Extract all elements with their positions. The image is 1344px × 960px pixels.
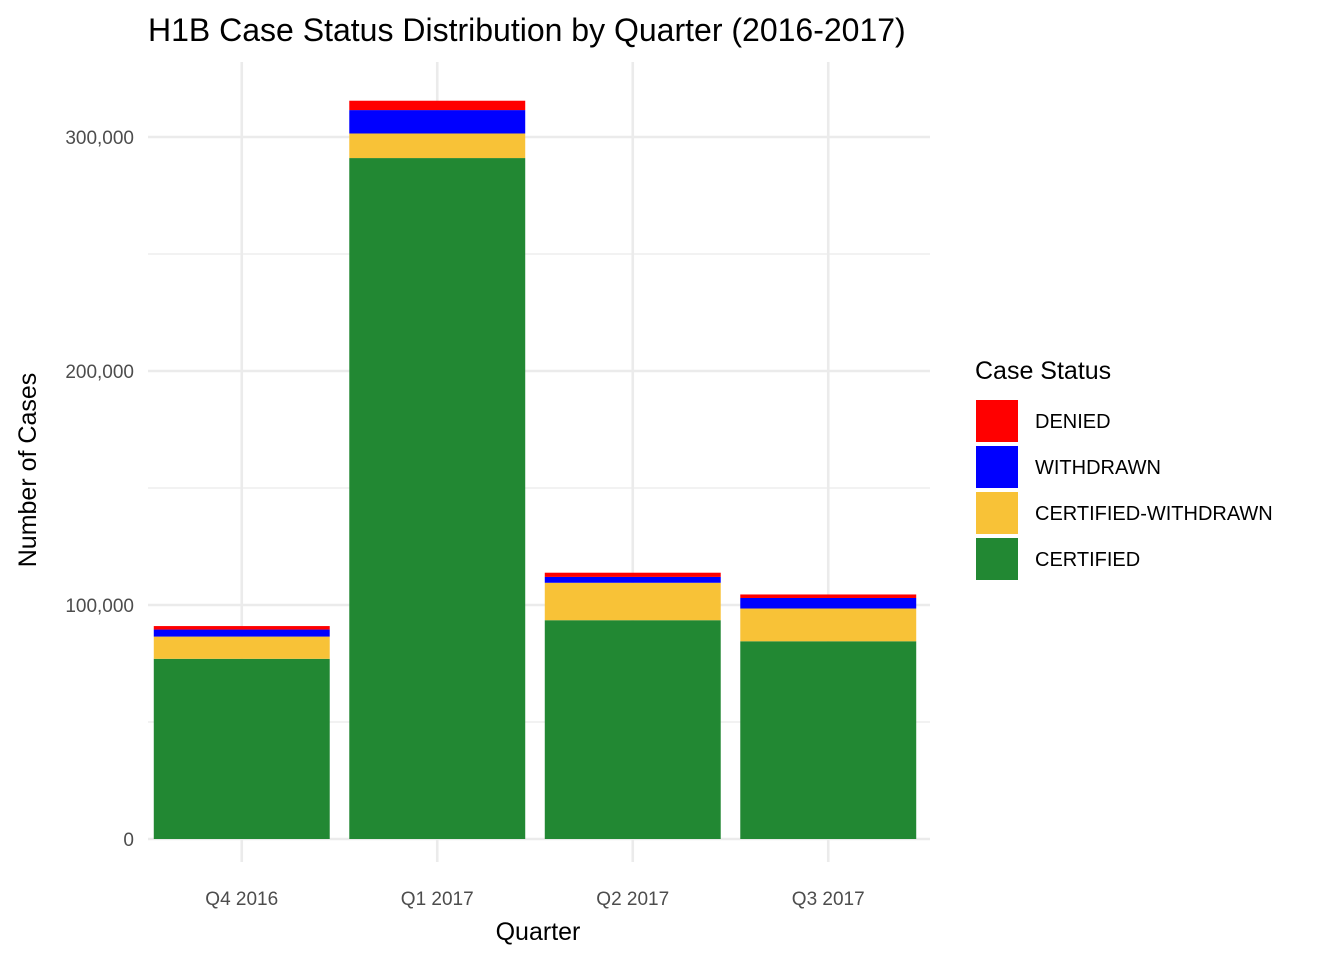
legend-swatch: [976, 492, 1018, 534]
bar-segment-certified-withdrawn: [544, 582, 721, 621]
y-tick-label: 0: [123, 830, 134, 851]
legend-entries: DENIED WITHDRAWN CERTIFIED-WITHDRAWN CERTIF…: [976, 400, 1273, 580]
bar-segment-withdrawn: [740, 597, 917, 609]
x-axis-title: Quarter: [496, 918, 581, 946]
x-tick-label: Q1 2017: [401, 889, 474, 910]
bar-segment-withdrawn: [349, 110, 526, 134]
bar-segment-certified: [349, 158, 526, 839]
x-tick-label: Q3 2017: [792, 889, 865, 910]
legend-title: Case Status: [975, 357, 1111, 385]
bar-segment-denied: [544, 572, 721, 577]
bars: [153, 100, 917, 839]
x-axis-ticks: Q4 2016 Q1 2017 Q2 2017 Q3 2017: [205, 889, 864, 910]
bar-segment-certified: [153, 658, 330, 839]
y-axis-title: Number of Cases: [14, 373, 42, 568]
y-tick-label: 200,000: [65, 362, 134, 383]
legend-label: DENIED: [1035, 411, 1111, 433]
x-tick-label: Q4 2016: [205, 889, 278, 910]
bar-segment-denied: [349, 100, 526, 111]
bar-segment-certified: [544, 620, 721, 839]
bar-segment-denied: [153, 626, 330, 630]
legend-swatch: [976, 400, 1018, 442]
bar-segment-certified-withdrawn: [740, 608, 917, 642]
legend-swatch: [976, 538, 1018, 580]
x-tick-label: Q2 2017: [596, 889, 669, 910]
legend-label: CERTIFIED: [1035, 549, 1140, 571]
y-tick-label: 300,000: [65, 128, 134, 149]
legend-swatch: [976, 446, 1018, 488]
bar-segment-certified-withdrawn: [153, 636, 330, 659]
bar-segment-certified-withdrawn: [349, 133, 526, 159]
bar-segment-certified: [740, 641, 917, 839]
legend-label: WITHDRAWN: [1035, 457, 1161, 479]
legend: Case Status DENIED WITHDRAWN CERTIFIED-WIT…: [975, 357, 1273, 580]
legend-label: CERTIFIED-WITHDRAWN: [1035, 503, 1273, 525]
chart-title: H1B Case Status Distribution by Quarter …: [148, 12, 906, 48]
bar-segment-withdrawn: [153, 629, 330, 637]
bar-segment-withdrawn: [544, 576, 721, 583]
y-tick-label: 100,000: [65, 596, 134, 617]
y-axis-ticks: 0 100,000 200,000 300,000: [65, 128, 134, 851]
bar-segment-denied: [740, 594, 917, 598]
